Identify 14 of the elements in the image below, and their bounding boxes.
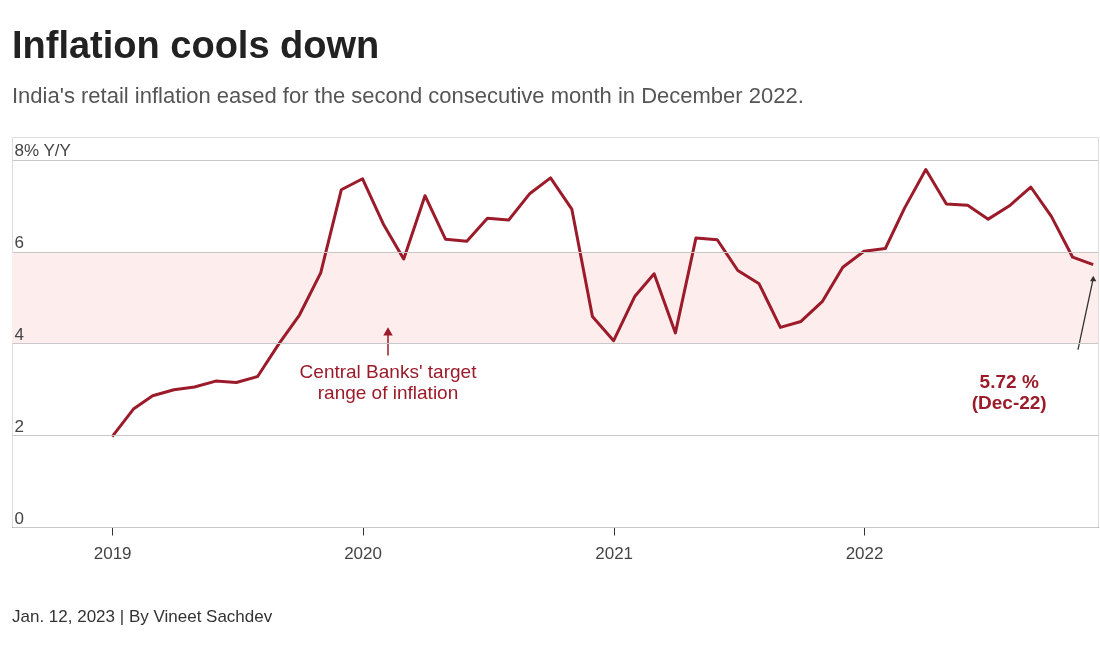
x-tick-label: 2022: [845, 543, 884, 563]
y-tick-label: 8% Y/Y: [14, 141, 71, 161]
chart-subtitle: India's retail inflation eased for the second consecutive month in December 2022.: [12, 83, 804, 108]
chart-title: Inflation cools down: [12, 24, 380, 66]
y-tick-label: 6: [14, 233, 24, 253]
band-label: Central Banks' target range of inflation: [299, 361, 478, 404]
annotation: 5.72 % (Dec-22): [971, 370, 1047, 413]
x-tick-label: 2020: [344, 543, 382, 563]
x-tick-label: 2019: [93, 543, 132, 563]
y-tick-label: 4: [14, 324, 24, 344]
y-tick-label: 0: [14, 508, 24, 528]
text: Jan. 12, 2023 | By Vineet Sachdev: [12, 607, 273, 626]
x-tick-label: 2021: [595, 543, 634, 563]
y-tick-label: 2: [14, 416, 24, 436]
